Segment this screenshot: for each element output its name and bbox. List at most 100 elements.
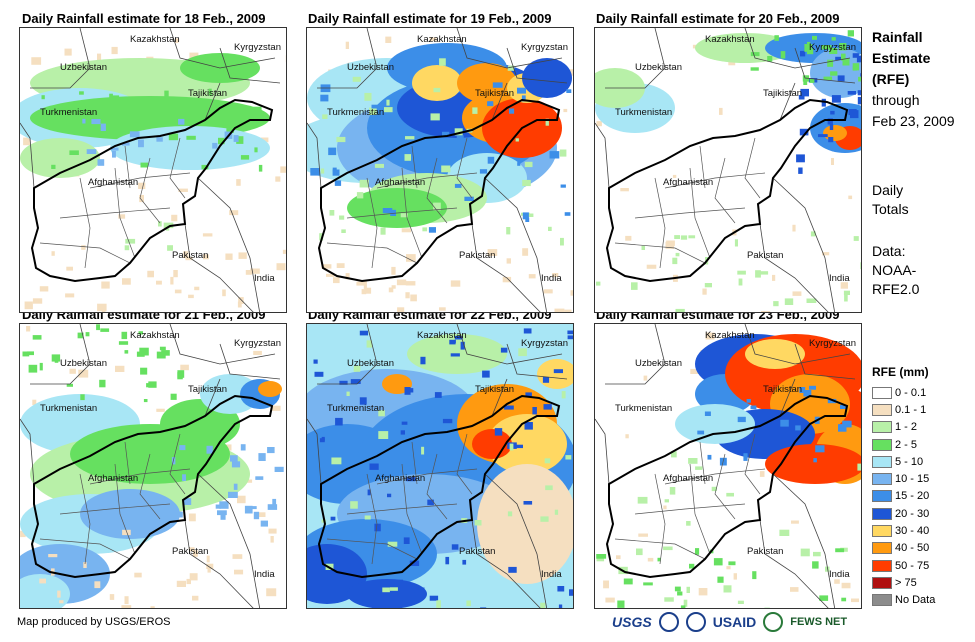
map-panel-3: Kazakhstan Kyrgyzstan Uzbekistan Tajikistan… — [594, 27, 862, 313]
country-label-kyrgyzstan: Kyrgyzstan — [234, 338, 281, 349]
usaid-logo: USAID — [712, 614, 757, 630]
country-label-afghanistan: Afghanistan — [88, 177, 139, 188]
map-panel-2: Kazakhstan Kyrgyzstan Uzbekistan Tajikistan… — [306, 27, 574, 313]
legend: 0 - 0.1 0.1 - 1 1 - 2 2 - 5 5 - 10 10 - 15 15 … — [872, 384, 935, 609]
country-label-pakistan: Pakistan — [459, 250, 496, 261]
legend-swatch — [872, 576, 892, 589]
legend-label: 1 - 2 — [895, 421, 918, 434]
logo-strip: USGS USAID FEWS NET — [612, 612, 847, 632]
country-label-turkmenistan: Turkmenistan — [40, 107, 98, 118]
country-label-kyrgyzstan: Kyrgyzstan — [521, 338, 568, 349]
side-title-line-4: through — [872, 92, 920, 108]
country-label-turkmenistan: Turkmenistan — [327, 403, 385, 414]
legend-swatch — [872, 542, 892, 555]
rainfall-map — [595, 28, 861, 312]
country-label-kazakhstan: Kazakhstan — [130, 330, 180, 341]
country-label-tajikistan: Tajikistan — [475, 88, 515, 99]
map-panel-5: Kazakhstan Kyrgyzstan Uzbekistan Tajikistan… — [306, 323, 574, 609]
legend-label: 50 - 75 — [895, 559, 930, 572]
legend-item: 5 - 10 — [872, 453, 935, 470]
country-label-uzbekistan: Uzbekistan — [347, 62, 394, 73]
country-label-tajikistan: Tajikistan — [763, 88, 803, 99]
country-label-uzbekistan: Uzbekistan — [635, 62, 682, 73]
map-panel-1: Kazakhstan Kyrgyzstan Uzbekistan Tajikistan… — [19, 27, 287, 313]
country-label-afghanistan: Afghanistan — [375, 473, 426, 484]
side-data-source: Data: NOAA- RFE2.0 — [872, 242, 919, 299]
rainfall-map — [20, 324, 286, 608]
side-title: Rainfall Estimate (RFE) through Feb 23, … — [872, 27, 955, 132]
fews-net-logo: FEWS NET — [790, 616, 848, 628]
country-label-kazakhstan: Kazakhstan — [417, 34, 467, 45]
country-label-kyrgyzstan: Kyrgyzstan — [809, 42, 856, 53]
legend-swatch — [872, 403, 892, 416]
country-label-uzbekistan: Uzbekistan — [60, 62, 107, 73]
doi-seal-icon — [685, 612, 706, 632]
legend-label: > 75 — [895, 576, 917, 589]
country-label-pakistan: Pakistan — [747, 546, 784, 557]
legend-item: 50 - 75 — [872, 557, 935, 574]
side-title-line-2: Estimate — [872, 50, 931, 66]
country-label-kyrgyzstan: Kyrgyzstan — [521, 42, 568, 53]
country-label-kazakhstan: Kazakhstan — [417, 330, 467, 341]
country-label-pakistan: Pakistan — [172, 250, 209, 261]
legend-label: 10 - 15 — [895, 473, 930, 486]
country-label-afghanistan: Afghanistan — [375, 177, 426, 188]
side-title-line-5: Feb 23, 2009 — [872, 113, 955, 129]
country-label-india: India — [541, 273, 562, 284]
side-data-line-2: NOAA- — [872, 262, 917, 278]
legend-item: 30 - 40 — [872, 522, 935, 539]
country-label-india: India — [541, 569, 562, 580]
panel-title-3: Daily Rainfall estimate for 20 Feb., 200… — [596, 11, 840, 26]
country-label-tajikistan: Tajikistan — [475, 384, 515, 395]
noaa-logo-icon — [658, 612, 679, 632]
legend-swatch — [872, 421, 892, 434]
legend-swatch — [872, 525, 892, 538]
fews-globe-icon — [763, 612, 784, 632]
legend-label: 40 - 50 — [895, 542, 930, 555]
side-daily-line-1: Daily — [872, 182, 904, 198]
legend-item: 40 - 50 — [872, 540, 935, 557]
panel-title-1: Daily Rainfall estimate for 18 Feb., 200… — [22, 11, 266, 26]
legend-label: 0.1 - 1 — [895, 403, 927, 416]
footer-credit: Map produced by USGS/EROS — [17, 616, 171, 628]
usgs-logo: USGS — [612, 614, 652, 630]
legend-swatch — [872, 559, 892, 572]
country-label-uzbekistan: Uzbekistan — [347, 358, 394, 369]
legend-item: 0.1 - 1 — [872, 401, 935, 418]
legend-label: 5 - 10 — [895, 455, 924, 468]
legend-item: > 75 — [872, 574, 935, 591]
country-label-kazakhstan: Kazakhstan — [130, 34, 180, 45]
legend-swatch — [872, 594, 892, 607]
country-label-india: India — [829, 273, 850, 284]
side-title-line-3: (RFE) — [872, 71, 910, 87]
legend-swatch — [872, 490, 892, 503]
country-label-india: India — [254, 569, 275, 580]
map-panel-4: Kazakhstan Kyrgyzstan Uzbekistan Tajikistan… — [19, 323, 287, 609]
country-label-india: India — [254, 273, 275, 284]
legend-label: 0 - 0.1 — [895, 386, 927, 399]
country-label-tajikistan: Tajikistan — [763, 384, 803, 395]
country-label-tajikistan: Tajikistan — [188, 384, 228, 395]
country-label-uzbekistan: Uzbekistan — [635, 358, 682, 369]
side-daily-line-2: Totals — [872, 201, 909, 217]
country-label-afghanistan: Afghanistan — [88, 473, 139, 484]
country-label-pakistan: Pakistan — [459, 546, 496, 557]
legend-swatch — [872, 507, 892, 520]
legend-item: 15 - 20 — [872, 488, 935, 505]
legend-item: 0 - 0.1 — [872, 384, 935, 401]
side-data-line-1: Data: — [872, 243, 906, 259]
legend-label: 15 - 20 — [895, 490, 930, 503]
legend-title: RFE (mm) — [872, 365, 929, 379]
legend-swatch — [872, 386, 892, 399]
legend-swatch — [872, 473, 892, 486]
country-label-india: India — [829, 569, 850, 580]
country-label-turkmenistan: Turkmenistan — [615, 403, 673, 414]
legend-item: 20 - 30 — [872, 505, 935, 522]
country-label-turkmenistan: Turkmenistan — [327, 107, 385, 118]
map-panel-6: Kazakhstan Kyrgyzstan Uzbekistan Tajikistan… — [594, 323, 862, 609]
country-label-turkmenistan: Turkmenistan — [40, 403, 98, 414]
country-label-pakistan: Pakistan — [172, 546, 209, 557]
rainfall-map — [20, 28, 286, 312]
country-label-tajikistan: Tajikistan — [188, 88, 228, 99]
legend-item: No Data — [872, 592, 935, 609]
